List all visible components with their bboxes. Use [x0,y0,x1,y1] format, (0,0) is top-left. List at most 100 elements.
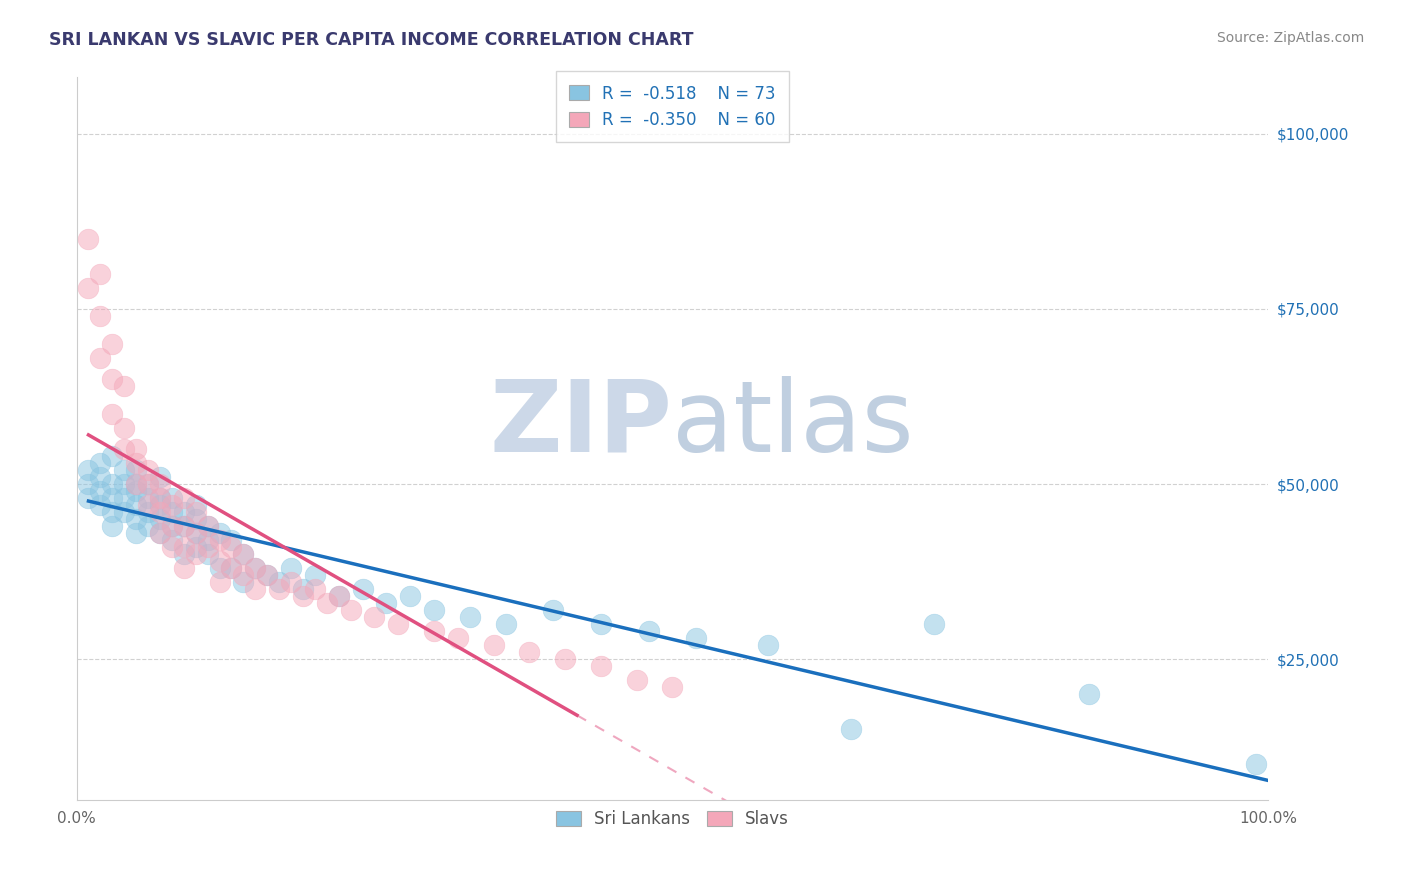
Point [304,582,326,597]
Point [160,540,183,554]
Point [291,589,314,603]
Point [245,582,267,597]
Point [447,632,470,646]
Point [232,568,254,582]
Point [89,498,111,512]
Point [89,351,111,365]
Point [256,568,278,582]
Point [149,526,172,541]
Point [221,561,243,575]
Point [184,540,207,554]
Point [541,603,564,617]
Point [112,379,135,393]
Legend: Sri Lankans, Slavs: Sri Lankans, Slavs [550,803,796,835]
Point [208,561,231,575]
Point [160,491,183,505]
Point [328,589,350,603]
Point [245,561,267,575]
Text: atlas: atlas [672,376,914,473]
Point [101,505,124,519]
Point [112,442,135,456]
Point [125,526,148,541]
Point [160,519,183,533]
Point [112,463,135,477]
Point [77,232,100,246]
Point [197,540,219,554]
Point [197,533,219,548]
Point [136,491,159,505]
Point [173,491,195,505]
Point [423,624,446,639]
Point [399,589,422,603]
Point [1244,757,1267,772]
Point [184,505,207,519]
Point [685,632,707,646]
Point [184,526,207,541]
Point [304,568,326,582]
Point [77,463,100,477]
Text: SRI LANKAN VS SLAVIC PER CAPITA INCOME CORRELATION CHART: SRI LANKAN VS SLAVIC PER CAPITA INCOME C… [49,31,693,49]
Point [77,281,100,295]
Point [328,589,350,603]
Point [589,617,612,632]
Point [173,561,195,575]
Point [89,470,111,484]
Point [208,526,231,541]
Point [291,582,314,597]
Point [89,309,111,323]
Point [173,540,195,554]
Point [149,498,172,512]
Point [160,498,183,512]
Point [136,505,159,519]
Point [315,596,337,610]
Point [197,547,219,561]
Point [208,554,231,568]
Point [136,477,159,491]
Point [482,638,505,652]
Point [160,533,183,548]
Point [89,484,111,499]
Point [269,582,291,597]
Point [136,498,159,512]
Point [112,421,135,435]
Point [149,512,172,526]
Point [149,505,172,519]
Point [149,491,172,505]
Point [77,477,100,491]
Point [184,512,207,526]
Point [221,540,243,554]
Point [112,505,135,519]
Point [125,463,148,477]
Text: ZIP: ZIP [489,376,672,473]
Point [495,617,517,632]
Point [208,533,231,548]
Point [352,582,374,597]
Point [136,463,159,477]
Point [245,561,267,575]
Point [221,561,243,575]
Point [208,575,231,590]
Point [112,491,135,505]
Point [101,336,124,351]
Point [77,491,100,505]
Point [149,477,172,491]
Point [101,477,124,491]
Point [136,519,159,533]
Point [197,519,219,533]
Point [101,407,124,421]
Point [423,603,446,617]
Point [125,456,148,470]
Point [924,617,946,632]
Point [101,372,124,386]
Point [387,617,409,632]
Point [184,498,207,512]
Point [458,610,481,624]
Point [626,673,648,688]
Point [173,547,195,561]
Point [184,526,207,541]
Point [637,624,659,639]
Point [517,645,540,659]
Point [125,512,148,526]
Point [149,526,172,541]
Point [375,596,398,610]
